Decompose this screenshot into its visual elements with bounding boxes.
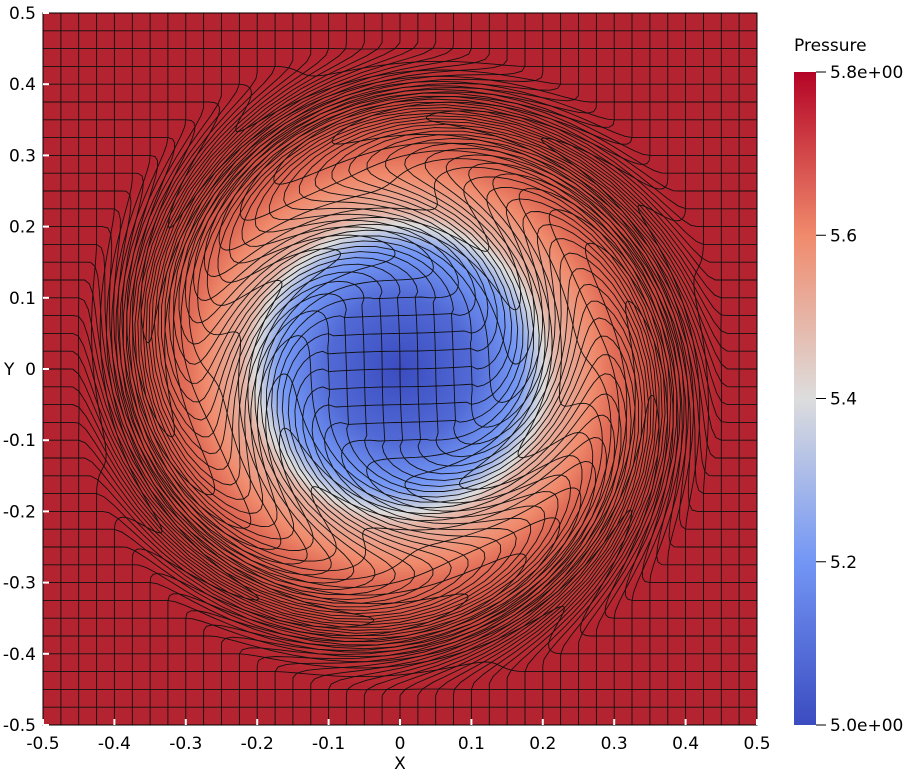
mesh-line xyxy=(637,13,701,725)
mesh-line xyxy=(43,123,757,615)
y-tick-label: 0.3 xyxy=(9,146,36,166)
mesh-line xyxy=(540,13,694,725)
x-tick-label: 0.4 xyxy=(672,734,699,754)
colorbar-tick-label: 5.4 xyxy=(830,390,857,410)
mesh-line xyxy=(43,120,757,611)
mesh-line xyxy=(43,101,757,576)
mesh-line xyxy=(43,69,757,133)
colorbar-ticks: 5.8e+00 5.6 5.4 5.2 5.0e+00 xyxy=(816,63,903,736)
mesh-line xyxy=(43,118,757,608)
x-tick-label: -0.1 xyxy=(312,734,345,754)
mesh-line xyxy=(43,95,757,550)
mesh-line xyxy=(164,13,655,725)
x-tick-label: -0.5 xyxy=(26,734,59,754)
y-tick-label: 0.4 xyxy=(9,75,36,95)
x-tick-label: -0.4 xyxy=(98,734,131,754)
colorbar-tick-label: 5.8e+00 xyxy=(830,63,903,83)
mesh-line xyxy=(43,75,757,229)
mesh-line xyxy=(43,88,757,496)
y-axis: 0.5 0.4 0.3 0.2 0.1 0 -0.1 -0.2 -0.3 -0.4 -0.5 xyxy=(3,4,49,736)
colorbar-tick-label: 5.2 xyxy=(830,553,857,573)
mesh-line xyxy=(43,85,757,438)
x-tick-label: 0.2 xyxy=(529,734,556,754)
y-tick-label: 0 xyxy=(25,360,36,380)
mesh-line xyxy=(720,13,723,725)
mesh-line xyxy=(218,13,674,725)
mesh-line xyxy=(693,13,709,725)
mesh-line xyxy=(331,13,685,725)
colorbar-tick-label: 5.0e+00 xyxy=(830,716,903,736)
mesh-line xyxy=(193,13,669,725)
colorbar xyxy=(794,72,816,725)
mesh-line xyxy=(43,110,757,596)
x-tick-label: 0.5 xyxy=(743,734,770,754)
mesh-line xyxy=(273,13,681,725)
mesh-line xyxy=(173,13,660,725)
x-tick-label: 0.1 xyxy=(458,734,485,754)
x-tick-label: -0.2 xyxy=(241,734,274,754)
y-tick-label: 0.2 xyxy=(9,218,36,238)
y-tick-label: -0.2 xyxy=(3,502,36,522)
deformed-mesh xyxy=(43,13,757,725)
y-tick-label: 0.5 xyxy=(9,4,36,24)
x-tick-label: 0 xyxy=(395,734,406,754)
mesh-line xyxy=(157,13,649,725)
x-axis: -0.5 -0.4 -0.3 -0.2 -0.1 0 0.1 0.2 0.3 0.4 0.5 xyxy=(26,719,771,754)
x-tick-label: 0.3 xyxy=(601,734,628,754)
mesh-line xyxy=(43,112,757,601)
mesh-line xyxy=(203,13,672,725)
mesh-line xyxy=(43,104,757,584)
y-tick-label: -0.3 xyxy=(3,574,36,594)
mesh-line xyxy=(178,13,663,725)
y-tick-label: -0.1 xyxy=(3,431,36,451)
mesh-line xyxy=(43,107,757,590)
y-tick-label: 0.1 xyxy=(9,289,36,309)
mesh-line xyxy=(43,60,757,77)
mesh-line xyxy=(168,13,658,725)
mesh-line xyxy=(43,47,757,50)
mesh-line xyxy=(43,80,757,344)
mesh-line xyxy=(43,92,757,529)
mesh-line xyxy=(161,13,652,725)
colorbar-title: Pressure xyxy=(794,36,867,56)
mesh-line xyxy=(239,13,678,725)
y-tick-label: -0.5 xyxy=(3,716,36,736)
mesh-line xyxy=(43,115,757,604)
y-axis-label: Y xyxy=(3,360,15,380)
x-axis-label: X xyxy=(394,754,406,773)
mesh-line xyxy=(425,13,689,725)
mesh-line xyxy=(184,13,666,725)
colorbar-tick-label: 5.6 xyxy=(830,226,857,246)
y-tick-label: -0.4 xyxy=(3,645,36,665)
mesh-line xyxy=(43,98,757,565)
x-tick-label: -0.3 xyxy=(169,734,202,754)
